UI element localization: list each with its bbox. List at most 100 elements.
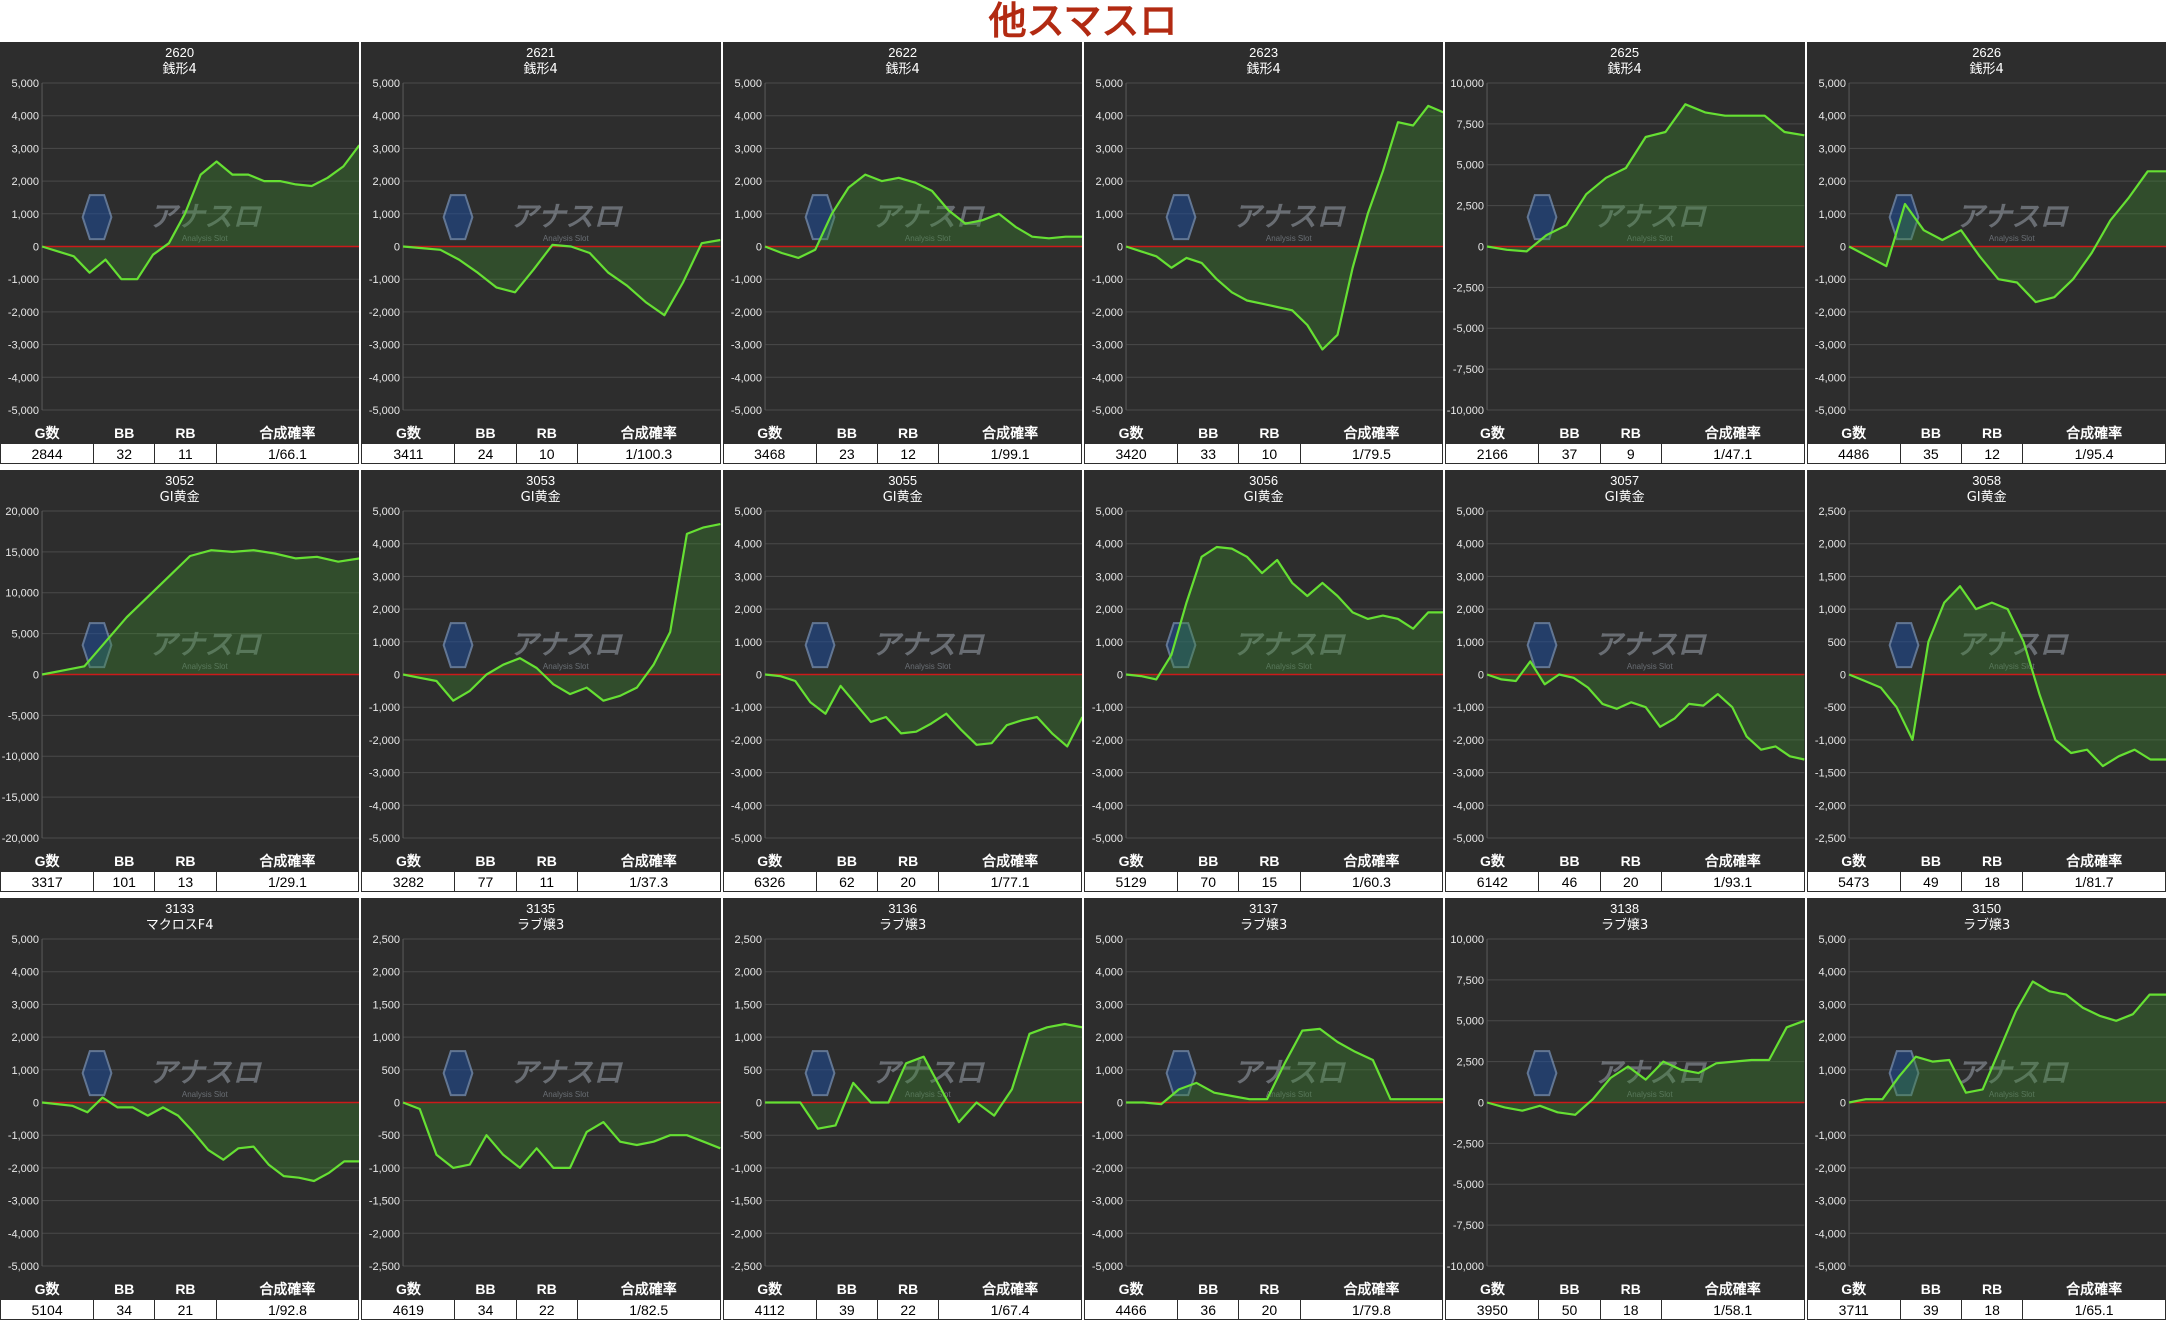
series-line	[1125, 104, 1444, 351]
y-tick-label: 2,500	[734, 934, 762, 946]
stats-table: G数 BB RB 合成確率 2844 32 11 1/66.1	[0, 422, 360, 464]
stat-bb: 39	[1899, 1299, 1963, 1320]
y-tick-label: -2,000	[1814, 800, 1845, 812]
logo-hex-icon	[1526, 194, 1558, 241]
header-bb: BB	[93, 422, 156, 444]
y-tick-label: 0	[1117, 670, 1123, 682]
header-rate: 合成確率	[1660, 422, 1805, 444]
stat-bb: 49	[1899, 871, 1963, 892]
y-tick-label: 2,500	[1457, 201, 1485, 213]
stat-g: 3411	[361, 443, 456, 464]
y-tick-label: -5,000	[1453, 1179, 1484, 1191]
slump-chart: 3133 マクロスF4 5,000 4,000 3,000 2,000 1,000 0 -1,0…	[8, 901, 360, 1273]
y-tick-label: 5,000	[1095, 78, 1123, 90]
machine-number: 2623	[1249, 45, 1278, 60]
stats-table: G数 BB RB 合成確率 3420 33 10 1/79.5	[1083, 422, 1444, 464]
logo-hex-icon	[804, 622, 836, 669]
header-g: G数	[0, 422, 95, 444]
header-rb: RB	[1960, 850, 2024, 872]
stat-rb: 18	[1960, 871, 2024, 892]
header-bb: BB	[454, 422, 517, 444]
y-tick-label: -1,000	[1092, 274, 1123, 286]
chart-area: 3053 GI黄金 5,000 4,000 3,000 2,000 1,000 0 -1,000…	[361, 470, 721, 850]
header-rb: RB	[154, 1278, 217, 1300]
watermark-subtext: Analysis Slot	[905, 662, 952, 671]
slump-chart: 2623 銭形4 5,000 4,000 3,000 2,000 1,000 0 -1,000 -…	[1092, 45, 1444, 417]
y-tick-label: -5,000	[1453, 833, 1484, 845]
y-tick-label: 1,000	[1095, 637, 1123, 649]
series-line	[402, 1101, 721, 1169]
y-tick-label: 0	[1117, 1098, 1123, 1110]
y-tick-label: 4,000	[1095, 967, 1123, 979]
stat-rb: 18	[1599, 1299, 1662, 1320]
machine-panel: 2622 銭形4 5,000 4,000 3,000 2,000 1,000 0 -1,000 -…	[722, 42, 1082, 464]
chart-area: 3052 GI黄金 20,000 15,000 10,000 5,000 0 -5,000 -1…	[0, 470, 360, 850]
header-g: G数	[0, 1278, 95, 1300]
stat-rate: 1/79.8	[1299, 1299, 1444, 1320]
watermark-text: アナスロ	[1956, 628, 2069, 661]
stat-rb: 11	[154, 443, 217, 464]
machine-model: ラブ嬢3	[1963, 917, 2010, 933]
stat-rate: 1/82.5	[576, 1299, 721, 1320]
stats-table: G数 BB RB 合成確率 4619 34 22 1/82.5	[361, 1278, 721, 1320]
header-rb: RB	[515, 1278, 578, 1300]
stats-table: G数 BB RB 合成確率 3411 24 10 1/100.3	[361, 422, 721, 464]
series-area	[42, 550, 360, 675]
y-tick-label: -2,000	[1814, 1163, 1845, 1175]
y-tick-label: -5,000	[730, 405, 761, 417]
y-tick-label: 500	[743, 1065, 761, 1077]
stat-g: 3282	[361, 871, 456, 892]
series-area	[1487, 1020, 1805, 1115]
y-tick-label: -2,000	[369, 1228, 400, 1240]
logo-hex-icon	[81, 194, 113, 241]
stat-rate: 1/93.1	[1660, 871, 1805, 892]
y-tick-label: 0	[394, 670, 400, 682]
stat-rate: 1/100.3	[576, 443, 721, 464]
stat-rb: 9	[1599, 443, 1662, 464]
y-tick-label: 3,000	[373, 571, 401, 583]
header-bb: BB	[1177, 422, 1240, 444]
machine-number: 3135	[527, 901, 556, 916]
y-tick-label: -10,000	[1447, 1261, 1484, 1273]
machine-number: 2621	[527, 45, 556, 60]
watermark-subtext: Analysis Slot	[1627, 662, 1674, 671]
y-tick-label: 2,000	[1095, 176, 1123, 188]
watermark-text: アナスロ	[872, 1056, 985, 1089]
y-tick-label: 0	[33, 1098, 39, 1110]
machine-panel: 3138 ラブ嬢3 10,000 7,500 5,000 2,500 0 -2,500 -5,0…	[1445, 898, 1805, 1320]
stat-rb: 12	[1960, 443, 2024, 464]
y-tick-label: -500	[740, 1130, 762, 1142]
machine-panel: 3052 GI黄金 20,000 15,000 10,000 5,000 0 -5,000 -1…	[0, 470, 360, 892]
y-tick-label: -2,500	[1814, 833, 1845, 845]
watermark-text: アナスロ	[1233, 1056, 1346, 1089]
series-area	[1126, 105, 1444, 350]
header-bb: BB	[1538, 422, 1601, 444]
stat-rb: 20	[1599, 871, 1662, 892]
y-tick-label: -2,000	[1092, 735, 1123, 747]
y-tick-label: 10,000	[1451, 78, 1485, 90]
y-tick-label: 1,000	[1095, 209, 1123, 221]
stat-g: 6142	[1445, 871, 1540, 892]
y-tick-label: -3,000	[730, 340, 761, 352]
slump-chart: 2626 銭形4 5,000 4,000 3,000 2,000 1,000 0 -1,000 -…	[1814, 45, 2166, 417]
header-bb: BB	[815, 1278, 879, 1300]
y-tick-label: -1,500	[730, 1196, 761, 1208]
y-tick-label: -2,000	[1814, 307, 1845, 319]
machine-number: 2626	[1972, 45, 2001, 60]
y-tick-label: 2,500	[1818, 506, 1846, 518]
y-tick-label: 1,000	[373, 637, 401, 649]
y-tick-label: 4,000	[734, 111, 762, 123]
y-tick-label: 5,000	[373, 506, 401, 518]
y-tick-label: 15,000	[5, 547, 39, 559]
y-tick-label: -4,000	[8, 1228, 39, 1240]
stat-rate: 1/92.8	[215, 1299, 360, 1320]
y-tick-label: -5,000	[1092, 1261, 1123, 1273]
watermark-subtext: Analysis Slot	[1266, 234, 1313, 243]
header-g: G数	[1083, 1278, 1179, 1300]
stat-bb: 77	[454, 871, 517, 892]
